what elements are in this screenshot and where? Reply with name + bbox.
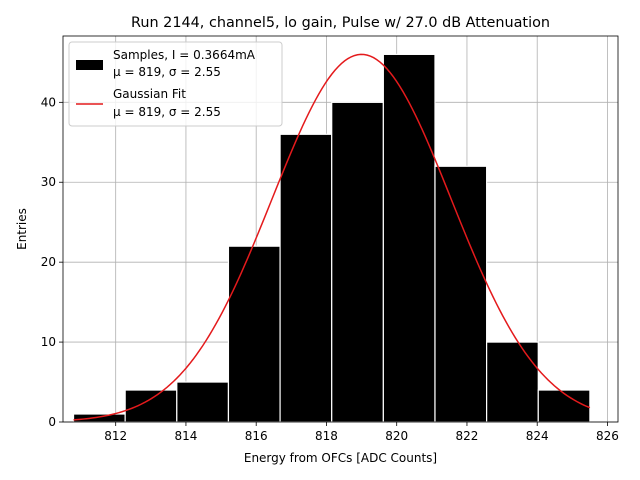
x-tick-label: 820	[385, 429, 408, 443]
histogram-bar	[124, 389, 178, 423]
histogram-bar	[176, 381, 230, 423]
x-axis-ticks: 812 814 816 818 820 822 824 826	[104, 422, 619, 443]
histogram-bar	[279, 133, 333, 423]
histogram-bar	[486, 341, 539, 423]
y-axis-ticks: 0 10 20 30 40	[41, 95, 63, 429]
x-tick-label: 818	[315, 429, 338, 443]
legend-fit-stats: μ = 819, σ = 2.55	[113, 105, 221, 119]
x-tick-label: 812	[104, 429, 127, 443]
plot-frame	[62, 35, 619, 423]
y-tick-label: 30	[41, 175, 56, 189]
legend: Samples, I = 0.3664mA μ = 819, σ = 2.55 …	[68, 41, 283, 127]
x-tick-label: 816	[245, 429, 268, 443]
legend-samples-swatch	[76, 60, 103, 70]
histogram-bar	[227, 245, 281, 423]
legend-box	[68, 41, 283, 127]
y-tick-label: 40	[41, 95, 56, 109]
gaussian-fit-curve	[73, 53, 591, 421]
y-tick-label: 10	[41, 335, 56, 349]
histogram-bar	[72, 413, 126, 423]
histogram-bar	[434, 165, 488, 423]
y-tick-label: 20	[41, 255, 56, 269]
legend-samples-label: Samples, I = 0.3664mA	[113, 48, 256, 62]
legend-samples-stats: μ = 819, σ = 2.55	[113, 65, 221, 79]
legend-fit-label: Gaussian Fit	[113, 87, 186, 101]
histogram-bars	[72, 53, 591, 423]
x-axis-label: Energy from OFCs [ADC Counts]	[244, 451, 437, 465]
y-axis-label: Entries	[15, 208, 29, 250]
x-tick-label: 824	[526, 429, 549, 443]
chart-title: Run 2144, channel5, lo gain, Pulse w/ 27…	[131, 15, 550, 31]
x-tick-label: 826	[596, 429, 619, 443]
x-tick-label: 822	[456, 429, 479, 443]
histogram-bar	[382, 53, 436, 423]
x-tick-label: 814	[174, 429, 197, 443]
y-tick-label: 0	[48, 415, 56, 429]
histogram-bar	[537, 389, 591, 423]
histogram-bar	[331, 101, 384, 423]
